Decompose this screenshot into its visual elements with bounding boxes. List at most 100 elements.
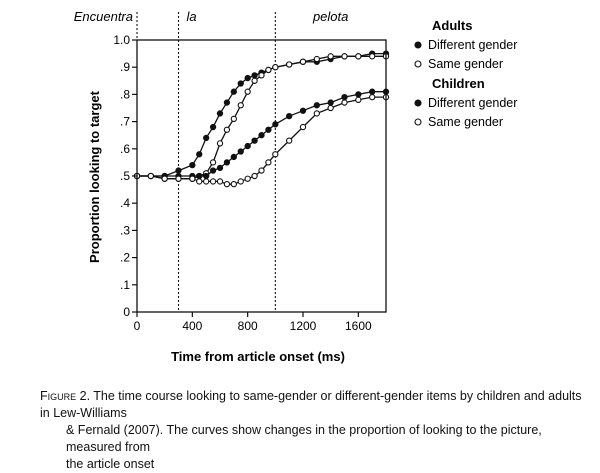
x-tick-label: 0: [134, 319, 141, 333]
word-label: Encuentra: [74, 9, 133, 24]
legend-group-title: Children: [432, 76, 485, 91]
y-tick-label: .1: [120, 278, 130, 292]
legend-marker: [414, 99, 422, 107]
data-point: [230, 181, 237, 188]
legend-entry-label: Same gender: [428, 115, 503, 129]
y-tick-label: .6: [120, 142, 130, 156]
data-point: [286, 137, 293, 144]
data-point: [237, 102, 244, 109]
legend-group-title: Adults: [432, 18, 472, 33]
data-point: [175, 167, 182, 174]
data-point: [369, 88, 376, 95]
data-point: [244, 88, 251, 95]
y-tick-label: .7: [120, 115, 130, 129]
legend: Adults Different gender Same gender Childre…: [414, 18, 517, 129]
data-point: [313, 55, 320, 63]
data-point: [203, 134, 210, 142]
data-point: [369, 93, 376, 101]
data-point: [230, 88, 237, 95]
data-point: [244, 175, 251, 182]
data-point: [216, 178, 224, 185]
data-point: [313, 102, 320, 109]
legend-marker: [414, 41, 422, 49]
data-point: [209, 159, 217, 166]
data-point: [286, 113, 293, 120]
axes: Proportion looking to target Time from a…: [87, 33, 387, 364]
data-point: [209, 178, 217, 185]
x-axis-title: Time from article onset (ms): [171, 349, 345, 364]
data-point: [223, 159, 231, 166]
data-point: [230, 153, 237, 161]
legend-marker: [414, 60, 422, 68]
data-point: [299, 123, 307, 131]
data-point: [223, 99, 231, 106]
data-point: [341, 93, 348, 101]
data-point: [147, 172, 154, 180]
data-point: [341, 53, 348, 60]
data-point: [209, 123, 217, 131]
data-point: [175, 175, 182, 182]
y-axis-title: Proportion looking to target: [87, 90, 102, 263]
data-point: [265, 159, 272, 166]
data-point: [251, 172, 258, 180]
legend-marker: [414, 118, 422, 126]
y-tick-label: .4: [120, 196, 130, 210]
data-point: [369, 53, 376, 60]
data-point: [251, 77, 258, 84]
data-point: [355, 96, 362, 103]
data-point: [196, 172, 203, 180]
caption-line-2: & Fernald (2007). The curves show change…: [66, 423, 542, 454]
data-point: [237, 178, 244, 185]
data-point: [286, 61, 293, 68]
data-point: [265, 126, 272, 133]
data-point: [327, 99, 334, 106]
data-point: [244, 74, 251, 82]
caption-line-3: the article onset: [66, 457, 155, 471]
data-point: [355, 53, 362, 60]
data-point: [223, 181, 231, 188]
data-point: [299, 107, 307, 114]
data-point: [327, 104, 334, 112]
data-point: [272, 64, 279, 71]
data-point: [209, 167, 217, 174]
word-label: la: [186, 9, 196, 24]
y-tick-label: 1.0: [113, 33, 130, 47]
data-point: [203, 178, 210, 185]
x-tick-label: 1200: [290, 319, 317, 333]
data-point: [189, 161, 196, 169]
y-tick-label: .3: [120, 223, 130, 237]
data-point: [272, 151, 279, 158]
y-tick-label: .8: [120, 87, 130, 101]
data-point: [216, 140, 224, 147]
data-point: [189, 175, 196, 182]
data-point: [216, 164, 224, 171]
data-point: [244, 142, 251, 150]
legend-entry-label: Different gender: [428, 38, 517, 52]
y-tick-label: .5: [120, 169, 130, 183]
figure-caption: Figure 2. The time course looking to sam…: [40, 388, 588, 473]
data-point: [223, 126, 231, 133]
data-point: [196, 151, 203, 158]
data-point: [237, 80, 244, 87]
data-point: [161, 175, 168, 182]
data-point: [251, 72, 258, 79]
legend-entry-label: Different gender: [428, 96, 517, 110]
y-tick-label: 0: [123, 305, 130, 319]
data-point: [258, 72, 265, 79]
data-point: [272, 121, 279, 128]
data-point: [355, 91, 362, 98]
y-tick-label: .2: [120, 251, 130, 265]
data-point: [251, 137, 258, 144]
data-point: [327, 53, 334, 60]
x-tick-label: 400: [182, 319, 202, 333]
caption-line-1: The time course looking to same-gender o…: [40, 389, 582, 420]
plot-area: Encuentra la pelota: [74, 9, 390, 312]
data-point: [258, 132, 265, 139]
data-point: [299, 58, 307, 65]
y-tick-label: .9: [120, 60, 130, 74]
data-point: [265, 66, 272, 74]
data-point: [216, 110, 224, 117]
line-chart: Encuentra la pelota Proportion looking to …: [74, 9, 518, 364]
data-point: [230, 115, 237, 123]
x-tick-label: 1600: [345, 319, 372, 333]
